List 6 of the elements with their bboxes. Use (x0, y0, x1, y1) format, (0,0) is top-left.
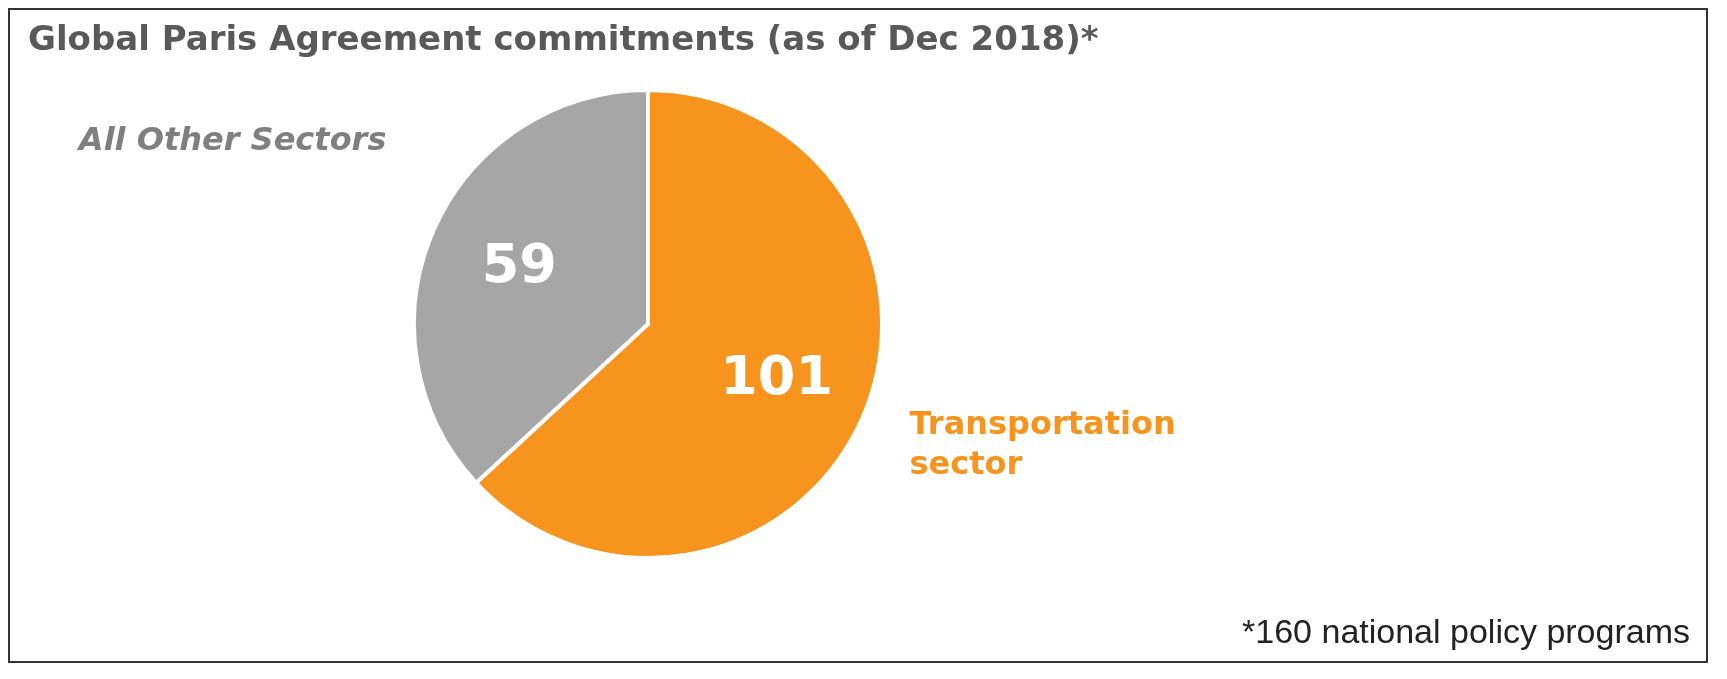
data-label: 59 (481, 231, 557, 295)
slice-label: All Other Sectors (75, 120, 387, 159)
data-label: 101 (720, 344, 833, 408)
chart-title: Global Paris Agreement commitments (as of Dec 2018)* (28, 18, 1099, 58)
text: *160 national policy programs (1242, 612, 1690, 651)
slice-label: Transportation sector (909, 404, 1176, 483)
